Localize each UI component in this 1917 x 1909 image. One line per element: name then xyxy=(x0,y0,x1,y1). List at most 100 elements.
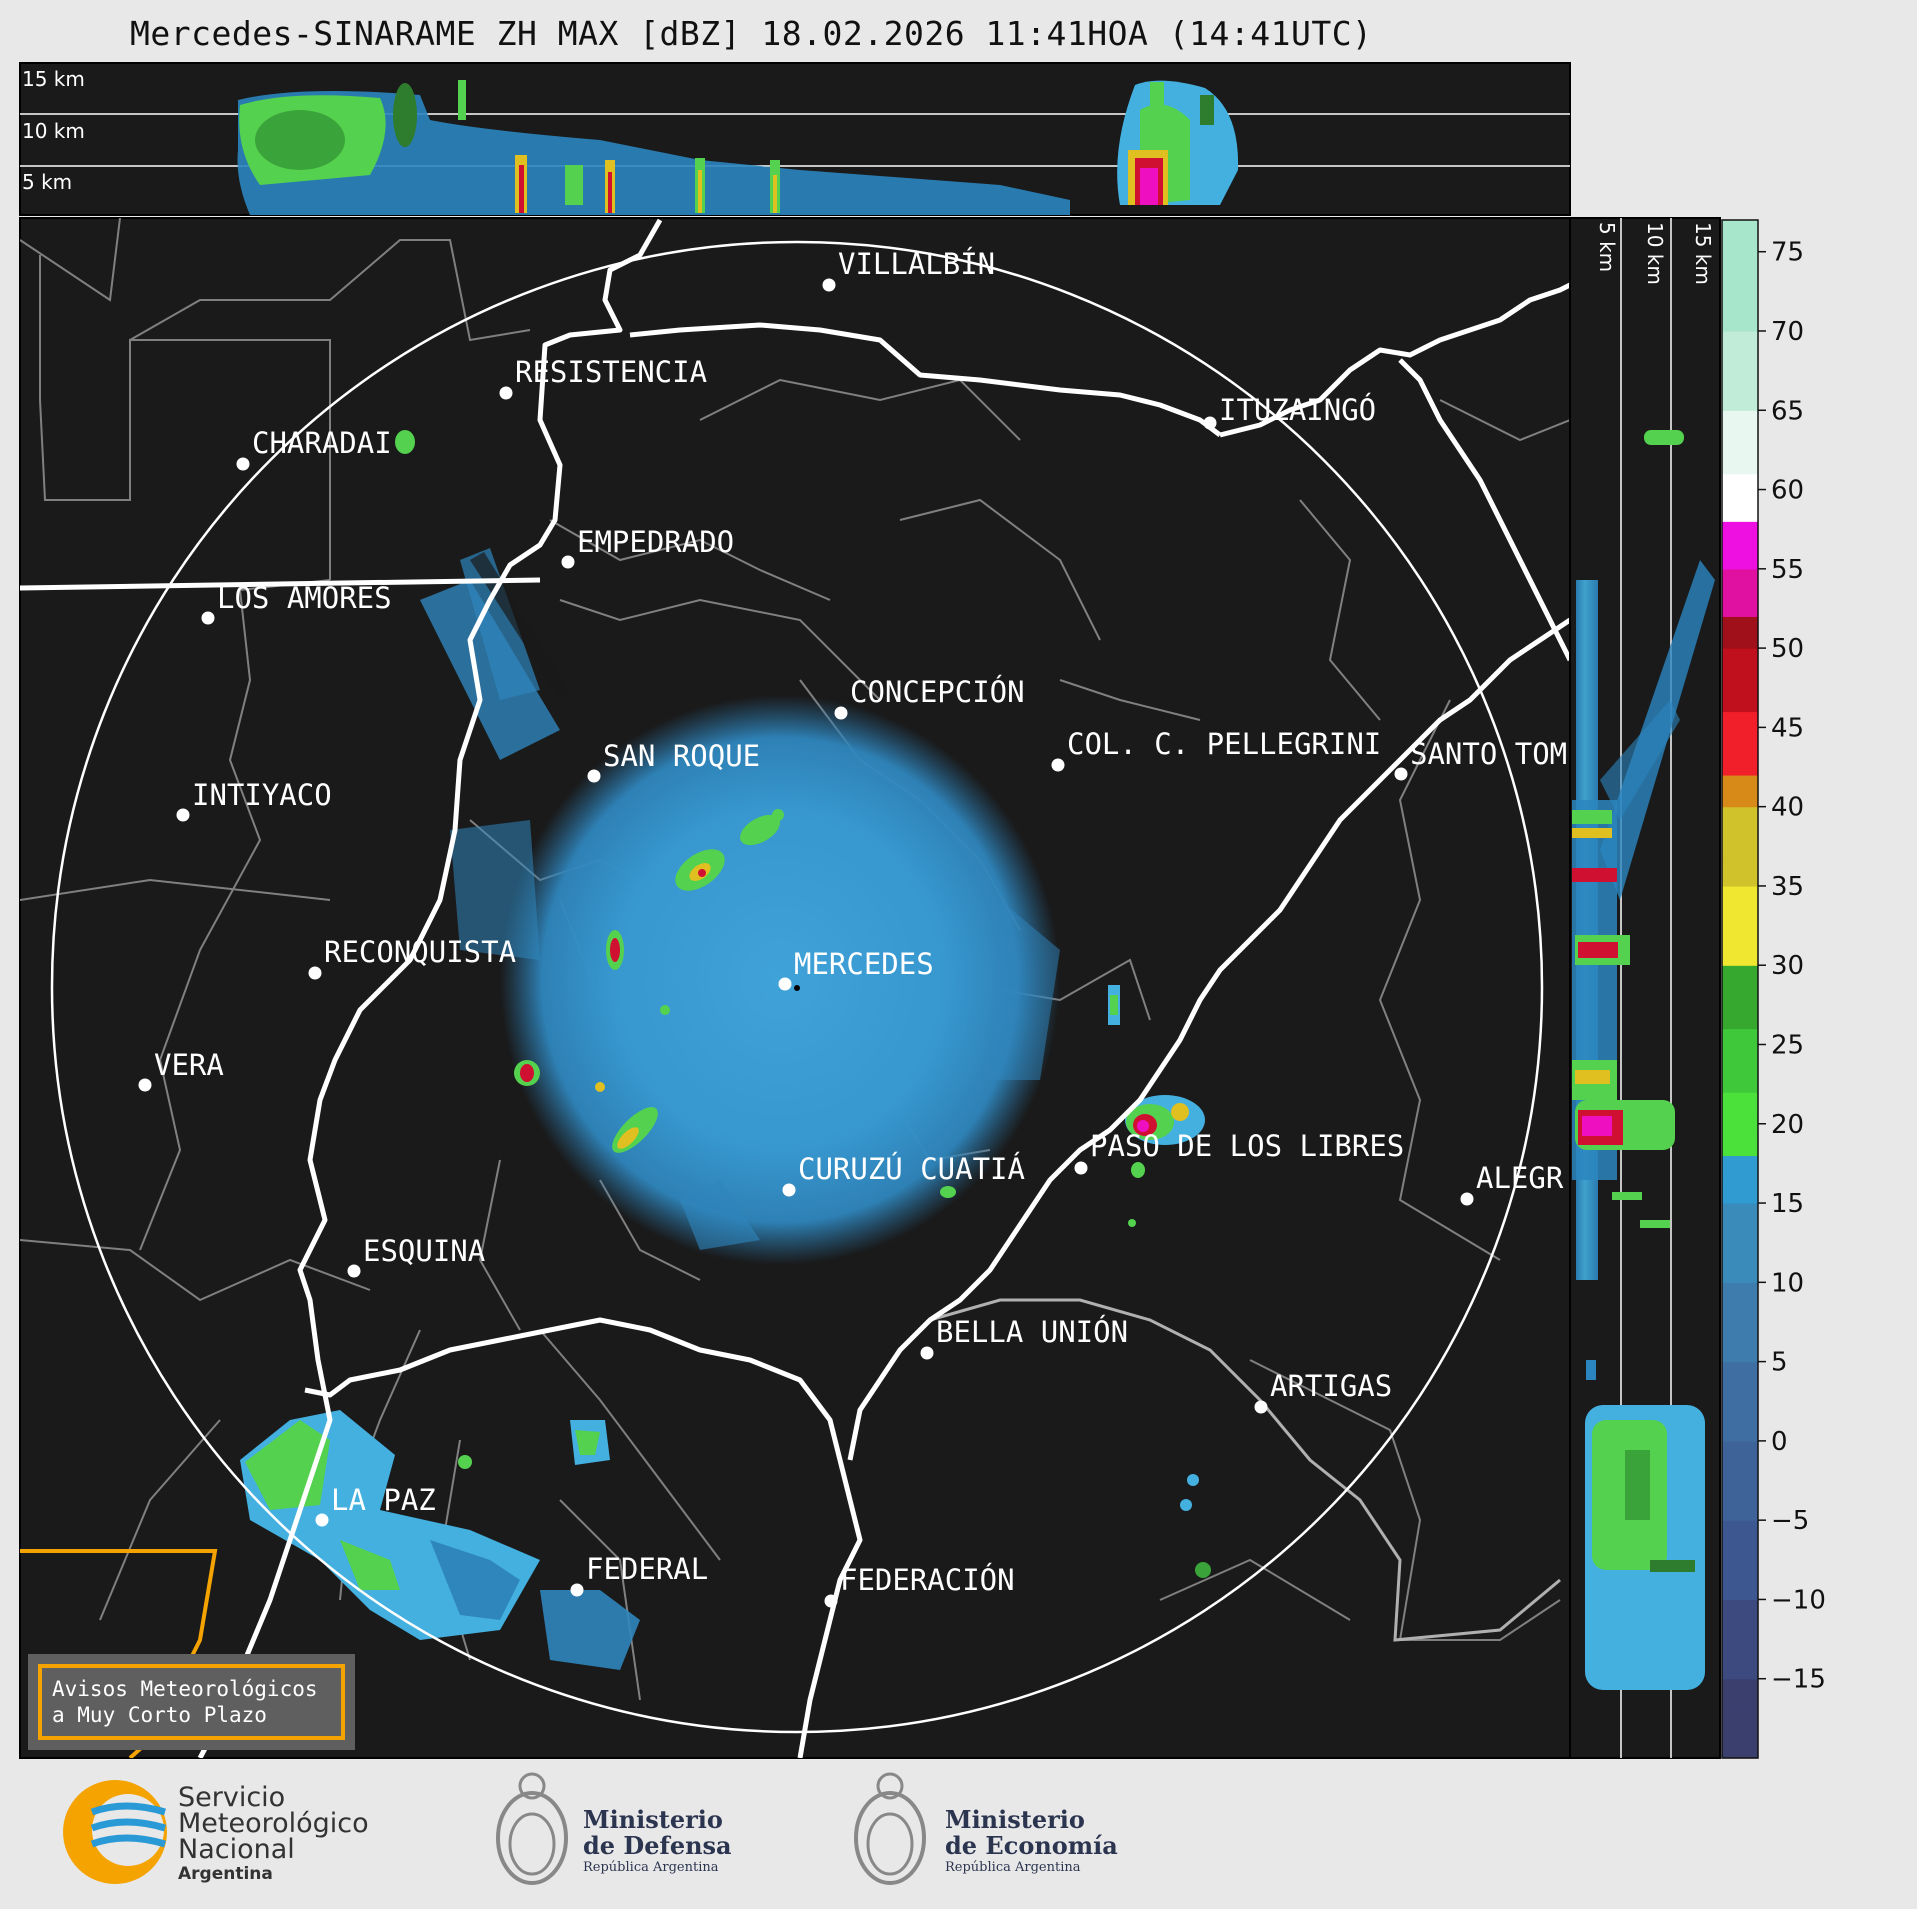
smn-name-line: Meteorológico xyxy=(178,1808,369,1839)
colorbar-segment xyxy=(1722,1308,1758,1336)
colorbar-segment xyxy=(1722,1520,1758,1548)
colorbar-tick-label: 40 xyxy=(1771,793,1804,823)
smn-wave-icon xyxy=(90,1802,167,1816)
colorbar-segment xyxy=(1722,1229,1758,1257)
city-label: CONCEPCIÓN xyxy=(850,675,1025,709)
economia-emblem-icon xyxy=(854,1772,926,1885)
range-ring xyxy=(50,240,1544,1734)
smn-name-line: Nacional xyxy=(178,1834,295,1865)
ministry-line: Ministerio xyxy=(583,1805,723,1834)
colorbar-segment xyxy=(1722,410,1758,433)
colorbar-segment xyxy=(1722,1546,1758,1574)
colorbar-tick-label: 15 xyxy=(1771,1189,1804,1219)
colorbar-segment xyxy=(1722,1070,1758,1093)
city-san-roque: SAN ROQUE xyxy=(587,739,760,783)
alerts-notice-box[interactable]: Avisos Meteorológicos a Muy Corto Plazo xyxy=(28,1654,355,1750)
ministry-country: República Argentina xyxy=(945,1860,1081,1875)
rivers-borders xyxy=(20,218,1570,1758)
side-height-label: 5 km xyxy=(1595,222,1619,272)
colorbar-segment xyxy=(1722,1282,1758,1310)
city-curuzu-cuatia: CURUZÚ CUATIÁ xyxy=(782,1152,1025,1197)
economia-logo-text: Ministerio de Economía República Argenti… xyxy=(945,1807,1118,1877)
colorbar-segment xyxy=(1722,383,1758,411)
main-map-panel: VILLALBÍN RESISTENCIA CHARADAI ITUZAINGÓ… xyxy=(19,217,1571,1759)
city-label: BELLA UNIÓN xyxy=(936,1315,1128,1349)
smn-country: Argentina xyxy=(178,1864,273,1884)
city-resistencia: RESISTENCIA xyxy=(499,355,707,400)
colorbar-segment xyxy=(1722,753,1758,776)
smn-logo-text: Servicio Meteorológico Nacional Argentin… xyxy=(178,1784,369,1885)
city-col-c-pellegrini: COL. C. PELLEGRINI xyxy=(1051,727,1381,772)
side-cross-section-panel: 5 km 10 km 15 km xyxy=(1569,217,1721,1759)
colorbar-segment xyxy=(1722,1028,1758,1051)
city-label: LOS AMORES xyxy=(217,581,392,615)
colorbar-segment xyxy=(1722,1467,1758,1495)
city-esquina: ESQUINA xyxy=(347,1234,485,1278)
city-label: CHARADAI xyxy=(252,426,392,460)
city-label: FEDERACIÓN xyxy=(840,1563,1015,1597)
colorbar-segment xyxy=(1722,1134,1758,1157)
colorbar-tick-label: 55 xyxy=(1771,555,1804,585)
city-markers: VILLALBÍN RESISTENCIA CHARADAI ITUZAINGÓ… xyxy=(138,247,1567,1608)
city-federacion: FEDERACIÓN xyxy=(824,1563,1015,1608)
city-label: EMPEDRADO xyxy=(577,525,734,559)
city-concepcion: CONCEPCIÓN xyxy=(834,675,1025,720)
colorbar-tick-label: 60 xyxy=(1771,476,1804,506)
colorbar-segment xyxy=(1722,1092,1758,1114)
city-villalbin: VILLALBÍN xyxy=(822,247,995,292)
ministry-line: Ministerio xyxy=(945,1805,1085,1834)
city-santo-tome: SANTO TOM xyxy=(1394,737,1567,781)
colorbar-segment xyxy=(1722,1731,1758,1759)
city-label: SANTO TOM xyxy=(1410,737,1567,771)
colorbar-segment xyxy=(1722,1705,1758,1733)
colorbar-tick-label: −5 xyxy=(1771,1506,1809,1536)
colorbar-segment xyxy=(1722,592,1758,617)
colorbar-segment xyxy=(1722,912,1758,940)
colorbar-segment xyxy=(1722,286,1758,310)
colorbar-segment xyxy=(1722,1652,1758,1680)
colorbar-tick-label: 20 xyxy=(1771,1110,1804,1140)
colorbar-segment xyxy=(1722,648,1758,670)
colorbar-segment xyxy=(1722,1414,1758,1442)
colorbar-segment xyxy=(1722,473,1758,499)
city-label: ALEGR xyxy=(1476,1161,1564,1195)
colorbar-segment xyxy=(1722,545,1758,570)
colorbar-segment xyxy=(1722,806,1758,834)
top-height-label: 10 km xyxy=(22,119,85,143)
defensa-emblem-icon xyxy=(496,1772,568,1885)
city-los-amores: LOS AMORES xyxy=(201,581,392,625)
city-mercedes: MERCEDES xyxy=(778,947,934,991)
top-cross-section-panel: 15 km 10 km 5 km xyxy=(19,62,1571,216)
side-height-label: 10 km xyxy=(1643,222,1667,285)
city-label: MERCEDES xyxy=(794,947,934,981)
colorbar-segment xyxy=(1722,885,1758,913)
colorbar-segment xyxy=(1722,242,1758,265)
city-vera: VERA xyxy=(138,1048,224,1092)
colorbar-segment xyxy=(1722,1049,1758,1072)
colorbar-segment xyxy=(1722,1361,1758,1389)
city-label: LA PAZ xyxy=(331,1483,436,1517)
colorbar-tick-label: −10 xyxy=(1771,1585,1826,1615)
city-label: SAN ROQUE xyxy=(603,739,760,773)
colorbar-segment xyxy=(1722,1179,1758,1204)
colorbar-tick-label: 10 xyxy=(1771,1268,1804,1298)
city-ituzaingo: ITUZAINGÓ xyxy=(1203,393,1376,430)
city-intiyaco: INTIYACO xyxy=(176,778,332,822)
colorbar-segment xyxy=(1722,1155,1758,1180)
city-label: ITUZAINGÓ xyxy=(1219,393,1376,427)
page-title: Mercedes-SINARAME ZH MAX [dBZ] 18.02.202… xyxy=(130,14,1373,53)
city-bella-union: BELLA UNIÓN xyxy=(920,1315,1128,1360)
colorbar-segment xyxy=(1722,521,1758,546)
colorbar-tick-label: −15 xyxy=(1771,1665,1826,1695)
colorbar-tick-label: 70 xyxy=(1771,317,1804,347)
colorbar-segment xyxy=(1722,308,1758,332)
notice-line: a Muy Corto Plazo xyxy=(52,1703,267,1727)
colorbar-segment xyxy=(1722,1335,1758,1363)
colorbar-segment xyxy=(1722,690,1758,713)
colorbar-segment xyxy=(1722,1573,1758,1601)
colorbar-segment xyxy=(1722,1388,1758,1416)
colorbar-segment xyxy=(1722,965,1758,987)
